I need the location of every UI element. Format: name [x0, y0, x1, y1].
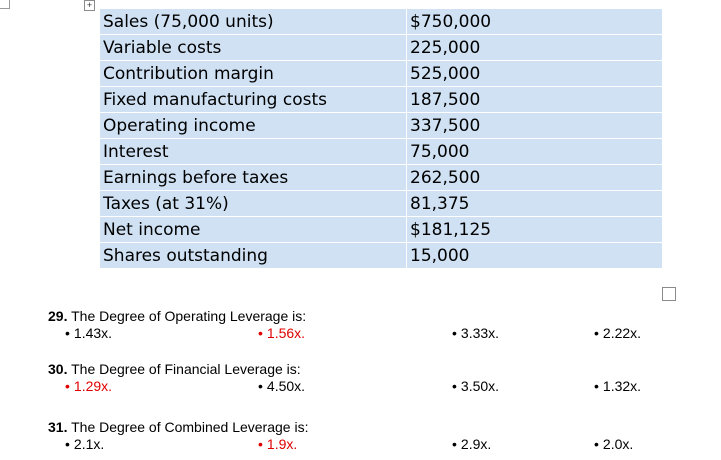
- question-number: 29.: [48, 308, 68, 324]
- bullet-icon: •: [258, 436, 263, 452]
- bullet-icon: •: [452, 325, 457, 341]
- row-label: Interest: [99, 138, 407, 165]
- table-row: Variable costs 225,000: [99, 34, 663, 61]
- answer-option[interactable]: • 3.50x.: [452, 378, 499, 394]
- row-value: 81,375: [406, 190, 663, 217]
- question-number: 31.: [48, 419, 68, 435]
- answer-option-highlighted[interactable]: • 1.56x.: [258, 325, 305, 341]
- question-text: 29. The Degree of Operating Leverage is:: [48, 308, 306, 324]
- row-label: Operating income: [99, 112, 407, 139]
- row-value: $181,125: [406, 216, 663, 243]
- answer-option-highlighted[interactable]: • 1.9x.: [258, 436, 297, 452]
- row-value: 262,500: [406, 164, 663, 191]
- option-label: 2.1x.: [73, 436, 105, 452]
- table-row: Net income $181,125: [99, 216, 663, 243]
- option-label: 3.33x.: [460, 325, 500, 341]
- row-value: $750,000: [406, 8, 663, 35]
- row-value: 225,000: [406, 34, 663, 61]
- financial-table: Sales (75,000 units) $750,000 Variable co…: [99, 8, 663, 269]
- row-value: 337,500: [406, 112, 663, 139]
- option-label: 1.43x.: [73, 325, 113, 341]
- bullet-icon: •: [65, 436, 70, 452]
- row-value: 187,500: [406, 86, 663, 113]
- table-row: Contribution margin 525,000: [99, 60, 663, 87]
- table-row: Shares outstanding 15,000: [99, 242, 663, 269]
- bullet-icon: •: [258, 325, 263, 341]
- row-label: Earnings before taxes: [99, 164, 407, 191]
- option-label: 2.0x.: [602, 436, 634, 452]
- bullet-icon: •: [65, 378, 70, 394]
- option-label: 1.32x.: [602, 378, 642, 394]
- row-label: Shares outstanding: [99, 242, 407, 269]
- table-row: Interest 75,000: [99, 138, 663, 165]
- answer-option[interactable]: • 2.9x.: [452, 436, 491, 452]
- row-value: 75,000: [406, 138, 663, 165]
- question-prompt: The Degree of Combined Leverage is:: [71, 419, 309, 435]
- option-label: 3.50x.: [460, 378, 500, 394]
- table-resize-handle[interactable]: [662, 287, 676, 301]
- table-row: Sales (75,000 units) $750,000: [99, 8, 663, 35]
- row-label: Sales (75,000 units): [99, 8, 407, 35]
- question-number: 30.: [48, 361, 68, 377]
- answer-option[interactable]: • 2.22x.: [594, 325, 641, 341]
- row-label: Net income: [99, 216, 407, 243]
- bullet-icon: •: [65, 325, 70, 341]
- row-label: Fixed manufacturing costs: [99, 86, 407, 113]
- table-row: Operating income 337,500: [99, 112, 663, 139]
- question-prompt: The Degree of Financial Leverage is:: [71, 361, 301, 377]
- table-row: Fixed manufacturing costs 187,500: [99, 86, 663, 113]
- page-corner-mark: [0, 0, 10, 9]
- question-text: 30. The Degree of Financial Leverage is:: [48, 361, 301, 377]
- option-label: 1.29x.: [73, 378, 113, 394]
- bullet-icon: •: [594, 325, 599, 341]
- answer-option[interactable]: • 1.43x.: [65, 325, 112, 341]
- bullet-icon: •: [452, 378, 457, 394]
- table-row: Earnings before taxes 262,500: [99, 164, 663, 191]
- row-value: 15,000: [406, 242, 663, 269]
- option-label: 4.50x.: [266, 378, 306, 394]
- answer-option-highlighted[interactable]: • 1.29x.: [65, 378, 112, 394]
- row-value: 525,000: [406, 60, 663, 87]
- answer-option[interactable]: • 2.0x.: [594, 436, 633, 452]
- option-label: 1.56x.: [266, 325, 306, 341]
- answer-option[interactable]: • 3.33x.: [452, 325, 499, 341]
- question-prompt: The Degree of Operating Leverage is:: [71, 308, 307, 324]
- row-label: Taxes (at 31%): [99, 190, 407, 217]
- question-text: 31. The Degree of Combined Leverage is:: [48, 419, 308, 435]
- bullet-icon: •: [594, 378, 599, 394]
- row-label: Contribution margin: [99, 60, 407, 87]
- bullet-icon: •: [452, 436, 457, 452]
- table-move-handle-icon[interactable]: +: [84, 0, 95, 11]
- answer-option[interactable]: • 2.1x.: [65, 436, 104, 452]
- option-label: 2.9x.: [460, 436, 492, 452]
- option-label: 1.9x.: [266, 436, 298, 452]
- option-label: 2.22x.: [602, 325, 642, 341]
- answer-option[interactable]: • 1.32x.: [594, 378, 641, 394]
- answer-option[interactable]: • 4.50x.: [258, 378, 305, 394]
- table-row: Taxes (at 31%) 81,375: [99, 190, 663, 217]
- bullet-icon: •: [594, 436, 599, 452]
- bullet-icon: •: [258, 378, 263, 394]
- row-label: Variable costs: [99, 34, 407, 61]
